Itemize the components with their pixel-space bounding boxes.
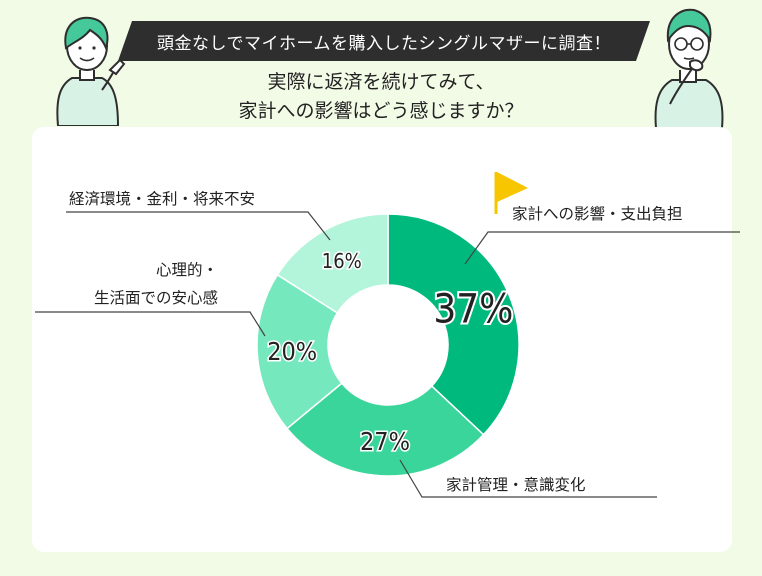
flag-icon [494, 172, 528, 214]
survey-question: 実際に返済を続けてみて、 家計への影響はどう感じますか？ [150, 68, 612, 126]
slice-category-label: 心理的・ [156, 261, 218, 279]
donut-slice [256, 273, 343, 430]
donut-slice [286, 382, 485, 477]
man-thinking-illustration [654, 8, 724, 128]
slice-percentage-label: 20% [267, 337, 317, 366]
leader-line [35, 311, 266, 337]
chart-card [32, 127, 732, 552]
question-line-1: 実際に返済を続けてみて、 [267, 71, 495, 93]
leader-line [66, 211, 331, 241]
slice-percentage-label: 27% [360, 427, 410, 456]
woman-pointing-illustration [56, 16, 126, 126]
slice-category-label: 生活面での安心感 [94, 289, 218, 307]
donut-slice [387, 213, 520, 436]
slice-percentage-label: 16% [322, 249, 362, 273]
banner-text: 頭金なしでマイホームを購入したシングルマザーに調査！ [157, 33, 611, 54]
slice-category-label: 家計への影響・支出負担 [512, 205, 683, 223]
slice-category-label: 家計管理・意識変化 [446, 475, 586, 494]
slice-percentage-label: 37% [433, 286, 513, 332]
leader-line [464, 231, 740, 265]
donut-slice [276, 213, 389, 314]
leader-line [399, 459, 657, 498]
slice-category-label: 経済環境・金利・将来不安 [69, 189, 255, 208]
title-banner: 頭金なしでマイホームを購入したシングルマザーに調査！ [118, 21, 650, 61]
question-line-2: 家計への影響はどう感じますか？ [238, 100, 524, 122]
